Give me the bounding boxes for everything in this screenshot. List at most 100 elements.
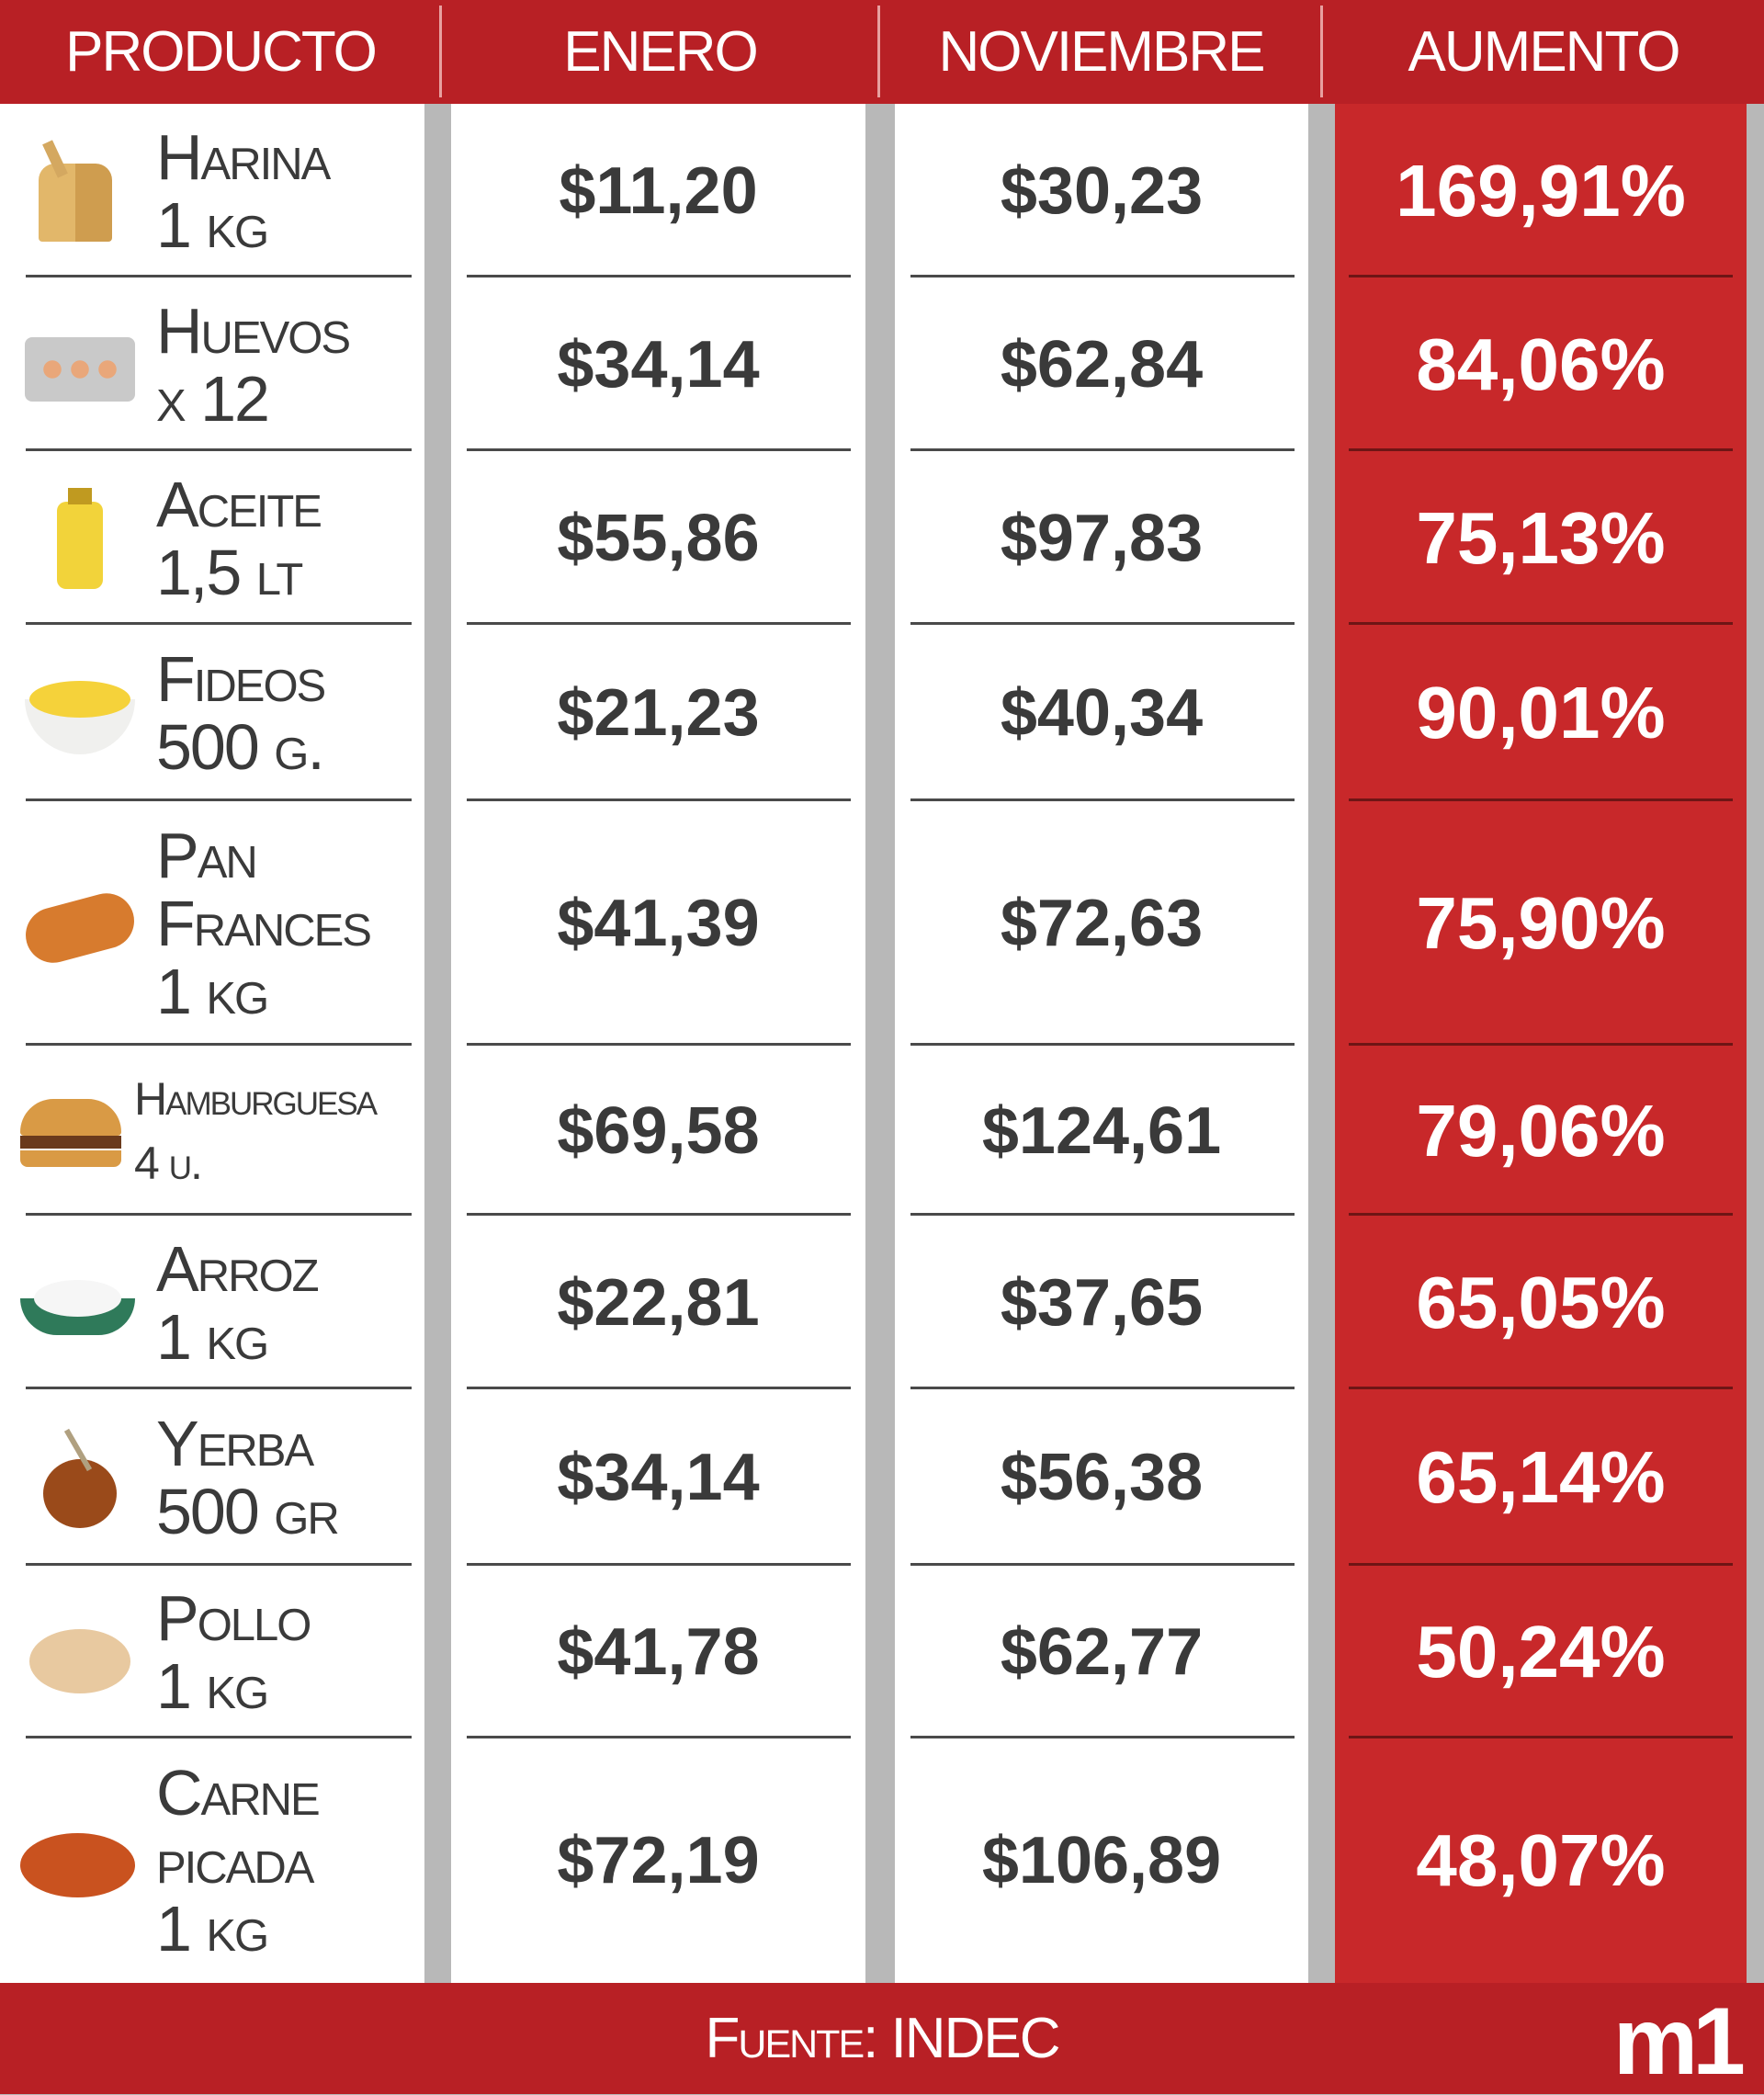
increase-percent: 169,91% [1396, 149, 1686, 232]
price-noviembre: $124,61 [981, 1093, 1222, 1168]
increase-percent: 48,07% [1416, 1819, 1666, 1901]
product-name-line: Huevos [156, 294, 351, 367]
chicken-icon [20, 1602, 140, 1703]
row-divider [1349, 1387, 1733, 1389]
price-noviembre: $106,89 [981, 1824, 1222, 1897]
product-cell: Hamburguesa 4 u. [0, 1046, 424, 1216]
price-noviembre: $97,83 [1000, 501, 1204, 575]
table-row: Hamburguesa 4 u. $69,58 $124,61 79,06% [0, 1046, 1764, 1216]
row-divider [467, 1387, 851, 1389]
product-cell: Arroz 1 kg [0, 1216, 424, 1389]
table-row: Pan Frances 1 kg $41,39 $72,63 75,90% [0, 801, 1764, 1046]
row-divider [467, 1736, 851, 1738]
header-noviembre: NOVIEMBRE [938, 20, 1265, 84]
product-name-line: Arroz [156, 1232, 320, 1305]
product-name-line: Frances [156, 888, 372, 959]
product-name: Pan Frances 1 kg [156, 821, 372, 1027]
table-row: Harina 1 kg $11,20 $30,23 169,91% [0, 104, 1764, 277]
table-row: Yerba 500 gr $34,14 $56,38 65,14% [0, 1389, 1764, 1566]
price-enero: $69,58 [557, 1093, 760, 1168]
row-divider [1349, 448, 1733, 451]
row-divider [26, 798, 412, 801]
product-name-line: Harina [156, 120, 331, 193]
rice-bowl-icon [20, 1252, 140, 1353]
product-cell: Aceite 1,5 lt [0, 451, 424, 625]
row-divider [910, 1213, 1295, 1216]
row-divider [467, 275, 851, 277]
table-header: PRODUCTO ENERO NOVIEMBRE AUMENTO [0, 0, 1764, 104]
row-divider [26, 448, 412, 451]
row-divider [1349, 622, 1733, 625]
row-divider [26, 1213, 412, 1216]
price-noviembre: $72,63 [1000, 887, 1204, 960]
row-divider [1349, 1563, 1733, 1566]
price-enero: $21,23 [557, 676, 760, 750]
product-name-line: Yerba [156, 1408, 314, 1479]
table-row: Pollo 1 kg $41,78 $62,77 50,24% [0, 1566, 1764, 1738]
price-enero: $22,81 [557, 1265, 760, 1340]
product-name: Pollo 1 kg [156, 1584, 311, 1720]
product-name-line: 1 kg [156, 1300, 269, 1373]
product-name-line: 1 kg [156, 188, 269, 261]
increase-percent: 75,13% [1416, 496, 1666, 579]
row-divider [1349, 798, 1733, 801]
price-noviembre: $62,77 [1000, 1615, 1204, 1689]
increase-percent: 75,90% [1416, 882, 1666, 964]
row-divider [910, 1736, 1295, 1738]
table-row: Arroz 1 kg $22,81 $37,65 65,05% [0, 1216, 1764, 1389]
product-name-line: 1 kg [156, 1893, 269, 1965]
header-divider [1320, 6, 1323, 97]
price-noviembre: $37,65 [1000, 1265, 1204, 1340]
price-enero: $41,78 [557, 1615, 760, 1689]
increase-percent: 90,01% [1416, 672, 1666, 753]
egg-carton-icon [20, 314, 140, 415]
row-divider [1349, 275, 1733, 277]
footer: Fuente: INDEC m1 [0, 1983, 1764, 2094]
header-divider [877, 6, 880, 97]
header-producto: PRODUCTO [65, 20, 378, 84]
price-noviembre: $40,34 [1000, 676, 1204, 750]
price-noviembre: $56,38 [1000, 1441, 1204, 1514]
price-enero: $72,19 [557, 1824, 760, 1897]
price-enero: $11,20 [559, 153, 758, 228]
increase-percent: 79,06% [1416, 1089, 1666, 1172]
price-noviembre: $62,84 [1000, 327, 1204, 402]
ground-meat-icon [20, 1810, 140, 1911]
row-divider [26, 1387, 412, 1389]
product-name-line: picada [156, 1825, 314, 1897]
row-divider [26, 622, 412, 625]
product-name-line: Fideos [156, 643, 326, 715]
row-divider [910, 275, 1295, 277]
price-enero: $34,14 [557, 1441, 760, 1514]
pasta-bowl-icon [20, 662, 140, 764]
product-name: Hamburguesa 4 u. [134, 1067, 378, 1195]
product-cell: Fideos 500 g. [0, 625, 424, 801]
flour-sack-icon [20, 139, 140, 242]
increase-percent: 65,14% [1416, 1436, 1666, 1518]
product-name: Aceite 1,5 lt [156, 468, 322, 606]
product-name-line: 1 kg [156, 956, 269, 1027]
increase-percent: 50,24% [1416, 1611, 1666, 1693]
price-enero: $34,14 [557, 327, 760, 402]
source-label: Fuente: INDEC [705, 2007, 1061, 2070]
product-name: Fideos 500 g. [156, 643, 326, 783]
header-aumento: AUMENTO [1408, 20, 1681, 84]
product-name: Huevos x 12 [156, 294, 351, 433]
header-divider [439, 6, 442, 97]
row-divider [467, 1043, 851, 1046]
row-divider [910, 448, 1295, 451]
table-row: Huevos x 12 $34,14 $62,84 84,06% [0, 277, 1764, 451]
row-divider [26, 275, 412, 277]
product-name-line: 4 u. [134, 1137, 203, 1189]
oil-bottle-icon [20, 487, 140, 589]
row-divider [1349, 1043, 1733, 1046]
header-enero: ENERO [563, 20, 758, 84]
row-divider [910, 1387, 1295, 1389]
row-divider [467, 1563, 851, 1566]
mate-icon [20, 1427, 140, 1528]
row-divider [910, 1563, 1295, 1566]
row-divider [26, 1736, 412, 1738]
product-cell: Harina 1 kg [0, 104, 424, 277]
product-name-line: 500 g. [156, 711, 325, 783]
product-name-line: Aceite [156, 468, 322, 540]
